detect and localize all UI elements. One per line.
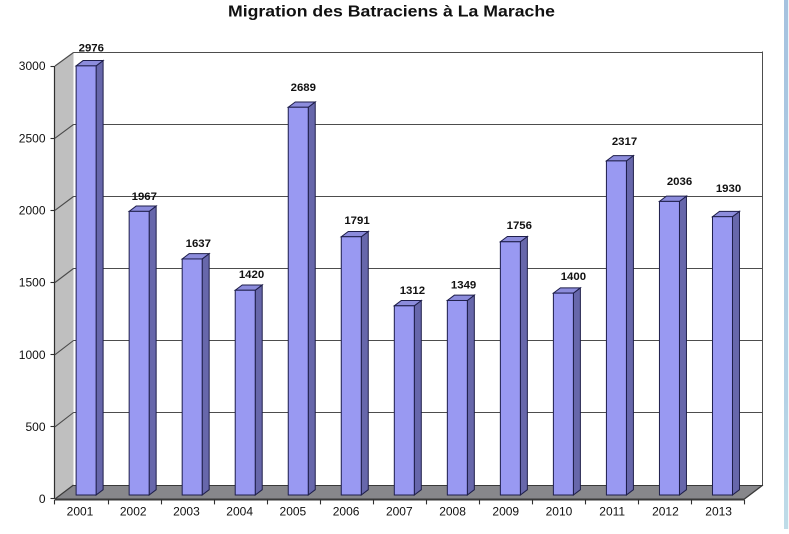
svg-text:1349: 1349 bbox=[451, 280, 476, 292]
svg-text:2001: 2001 bbox=[67, 504, 94, 518]
svg-text:2500: 2500 bbox=[19, 131, 46, 145]
svg-text:2976: 2976 bbox=[79, 42, 104, 54]
svg-text:1967: 1967 bbox=[132, 191, 157, 203]
svg-text:2000: 2000 bbox=[19, 204, 46, 218]
svg-text:2010: 2010 bbox=[546, 504, 573, 518]
svg-text:2007: 2007 bbox=[386, 504, 413, 518]
svg-text:2012: 2012 bbox=[652, 504, 679, 518]
svg-text:2002: 2002 bbox=[120, 504, 147, 518]
svg-text:1000: 1000 bbox=[19, 348, 46, 362]
svg-text:1500: 1500 bbox=[19, 276, 46, 290]
svg-text:1312: 1312 bbox=[400, 285, 425, 297]
svg-text:Migration des Batraciens à La: Migration des Batraciens à La Marache bbox=[228, 4, 555, 21]
svg-text:2317: 2317 bbox=[612, 136, 637, 148]
svg-text:2003: 2003 bbox=[173, 504, 200, 518]
svg-text:500: 500 bbox=[25, 420, 45, 434]
svg-text:1420: 1420 bbox=[239, 269, 264, 281]
svg-text:2009: 2009 bbox=[492, 504, 519, 518]
svg-text:2006: 2006 bbox=[333, 504, 360, 518]
svg-text:2689: 2689 bbox=[291, 82, 316, 94]
svg-text:1791: 1791 bbox=[344, 215, 370, 227]
svg-text:0: 0 bbox=[39, 492, 46, 506]
svg-text:2008: 2008 bbox=[439, 504, 466, 518]
svg-text:2011: 2011 bbox=[599, 504, 625, 518]
svg-text:3000: 3000 bbox=[19, 59, 46, 73]
svg-text:1400: 1400 bbox=[561, 271, 586, 283]
svg-text:2013: 2013 bbox=[705, 504, 732, 518]
svg-text:1756: 1756 bbox=[507, 220, 532, 232]
svg-text:1637: 1637 bbox=[186, 238, 211, 250]
svg-text:2036: 2036 bbox=[667, 176, 692, 188]
svg-text:1930: 1930 bbox=[716, 183, 741, 195]
svg-text:2004: 2004 bbox=[226, 504, 253, 518]
svg-text:2005: 2005 bbox=[280, 504, 307, 518]
